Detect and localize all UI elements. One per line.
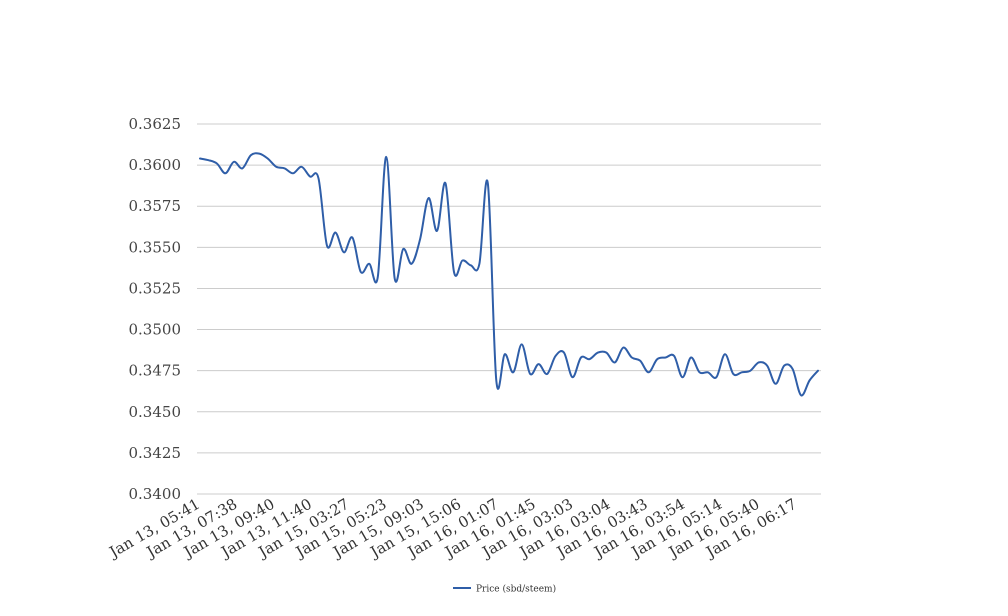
y-tick-label: 0.3400 <box>129 485 182 503</box>
y-tick-label: 0.3525 <box>129 279 182 297</box>
y-tick-label: 0.3575 <box>129 197 182 215</box>
y-tick-label: 0.3600 <box>129 156 182 174</box>
y-axis-ticks: 0.3625 0.3600 0.3575 0.3550 0.3525 0.3500 0.34… <box>129 115 182 503</box>
gridlines <box>197 123 821 495</box>
y-tick-label: 0.3475 <box>129 362 182 380</box>
y-tick-label: 0.3450 <box>129 403 182 421</box>
series-lines <box>199 152 819 397</box>
y-tick-label: 0.3625 <box>129 115 182 133</box>
y-tick-label: 0.3425 <box>129 444 182 462</box>
y-tick-label: 0.3500 <box>129 321 182 339</box>
series-line <box>199 152 819 397</box>
y-tick-label: 0.3550 <box>129 238 182 256</box>
legend-label: Price (sbd/steem) <box>476 584 556 595</box>
legend: Price (sbd/steem) <box>453 584 556 595</box>
